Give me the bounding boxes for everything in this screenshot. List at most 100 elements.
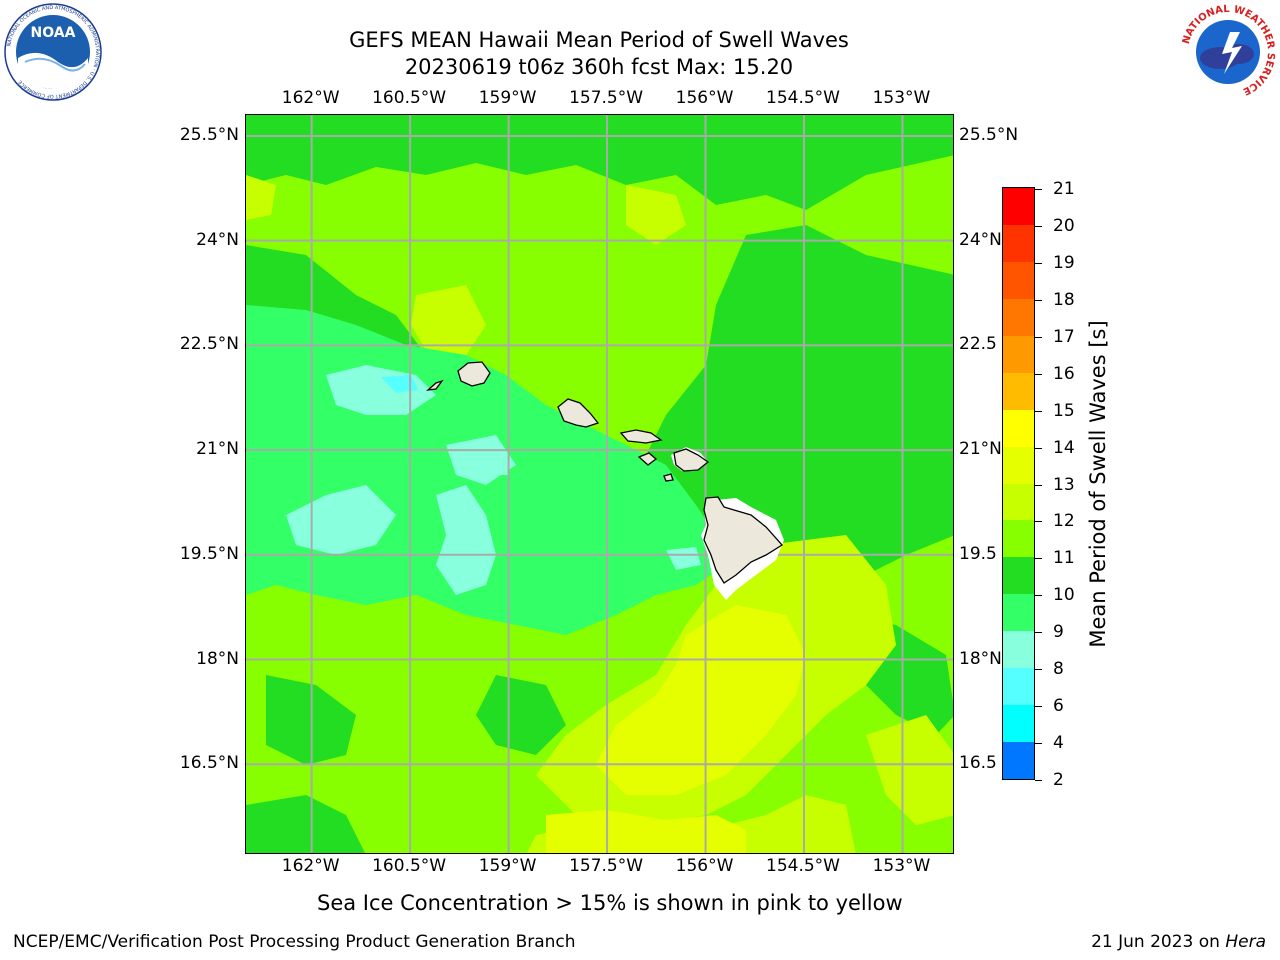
colorbar-tick [1035,558,1042,560]
colorbar-segment [1003,557,1034,595]
colorbar-level-label: 10 [1053,585,1075,606]
lat-left-tick-label: 21°N [196,439,239,460]
map-title: GEFS MEAN Hawaii Mean Period of Swell Wa… [349,28,849,52]
island-molokai [619,429,663,444]
lon-top-tick-label: 162°W [281,88,340,108]
colorbar-segment [1003,446,1034,484]
island-oahu [557,398,600,428]
colorbar-level-label: 11 [1053,548,1075,569]
generation-date: 21 Jun 2023 on Hera [1091,932,1266,952]
map-subtitle: 20230619 t06z 360h fcst Max: 15.20 [404,55,794,79]
lat-right-tick-label: 24°N [959,229,1002,250]
lat-left-tick-label: 16.5°N [179,753,239,774]
lat-right-tick-label: 18°N [959,648,1002,669]
colorbar-level-label: 13 [1053,474,1075,495]
colorbar-tick [1035,521,1042,523]
lat-left-tick-label: 22.5°N [179,334,239,355]
colorbar-level-label: 20 [1053,215,1075,236]
island-kahoolawe-lanai [637,452,658,466]
colorbar-level-label: 4 [1053,733,1064,754]
colorbar-segment [1003,668,1034,706]
colorbar-level-label: 16 [1053,363,1075,384]
colorbar-level-label: 15 [1053,400,1075,421]
lat-right-tick-label: 25.5°N [959,124,1019,145]
colorbar-segment [1003,335,1034,373]
colorbar-level-label: 9 [1053,622,1064,643]
colorbar-tick [1035,299,1042,301]
colorbar-tick [1035,632,1042,634]
lat-left-tick-label: 19.5°N [179,543,239,564]
colorbar-level-label: 17 [1053,326,1075,347]
lon-bot-tick-label: 162°W [281,856,340,876]
colorbar-tick [1035,336,1042,338]
lon-top-tick-label: 160.5°W [372,88,447,108]
colorbar-segment [1003,742,1034,779]
machine-name: Hera [1225,932,1266,952]
lat-right-tick-label: 22.5 [959,334,997,355]
sea-ice-note: Sea Ice Concentration > 15% is shown in … [317,891,903,915]
colorbar [1002,187,1035,780]
colorbar-level-label: 21 [1053,179,1075,199]
colorbar-level-label: 12 [1053,511,1075,532]
colorbar-tick [1035,484,1042,486]
graticule [246,115,953,853]
lon-bot-tick-label: 153°W [872,856,931,876]
colorbar-tick [1035,225,1042,227]
colorbar-segment [1003,372,1034,410]
lon-bot-tick-label: 159°W [478,856,537,876]
colorbar-segment [1003,705,1034,743]
lon-bot-tick-label: 160.5°W [372,856,447,876]
colorbar-level-label: 8 [1053,659,1064,680]
colorbar-segment [1003,261,1034,299]
colorbar-tick [1035,780,1042,781]
field-14-15 [546,605,806,853]
colorbar-tick [1035,447,1042,449]
colorbar-level-label: 19 [1053,252,1075,273]
lat-left-tick-label: 18°N [196,648,239,669]
colorbar-tick [1035,669,1042,671]
colorbar-level-label: 18 [1053,289,1075,310]
lon-top-tick-label: 157.5°W [569,88,644,108]
nws-logo: NATIONAL WEATHER SERVICE [1178,2,1278,102]
lat-right-tick-label: 16.5 [959,753,997,774]
colorbar-tick [1035,595,1042,597]
colorbar-segment [1003,409,1034,447]
colorbar-segment [1003,224,1034,262]
svg-text:NOAA: NOAA [31,25,76,41]
colorbar-level-label: 2 [1053,770,1064,790]
swell-period-map [246,115,953,853]
island-hawaii [703,496,783,584]
colorbar-segment [1003,520,1034,558]
island-maui [673,448,710,472]
lon-bot-tick-label: 157.5°W [569,856,644,876]
island-kahoolawe [663,473,674,482]
lon-top-tick-label: 153°W [872,88,931,108]
lon-top-tick-label: 156°W [675,88,734,108]
colorbar-segment [1003,188,1034,225]
island-kauai [457,361,491,387]
colorbar-title: Mean Period of Swell Waves [s] [1086,320,1110,648]
colorbar-segment [1003,483,1034,521]
lon-top-tick-label: 159°W [478,88,537,108]
colorbar-tick [1035,262,1042,264]
lat-right-tick-label: 21°N [959,439,1002,460]
lat-left-tick-label: 24°N [196,229,239,250]
colorbar-tick [1035,743,1042,745]
map-panel [245,114,954,854]
colorbar-tick [1035,373,1042,375]
lat-right-tick-label: 19.5 [959,543,997,564]
field-9-10 [286,365,701,595]
lon-bot-tick-label: 156°W [675,856,734,876]
producer-credit: NCEP/EMC/Verification Post Processing Pr… [13,932,576,952]
colorbar-segment [1003,631,1034,669]
lon-bot-tick-label: 154.5°W [766,856,840,876]
colorbar-tick [1035,189,1042,190]
field-8-9 [381,375,418,393]
colorbar-segment [1003,298,1034,336]
noaa-logo: NOAA NATIONAL OCEANIC AND ATMOSPHERIC AD… [3,2,103,102]
colorbar-level-label: 6 [1053,696,1064,717]
colorbar-tick [1035,410,1042,412]
island-niihau [425,379,444,391]
lon-top-tick-label: 154.5°W [766,88,840,108]
colorbar-level-label: 14 [1053,437,1075,458]
